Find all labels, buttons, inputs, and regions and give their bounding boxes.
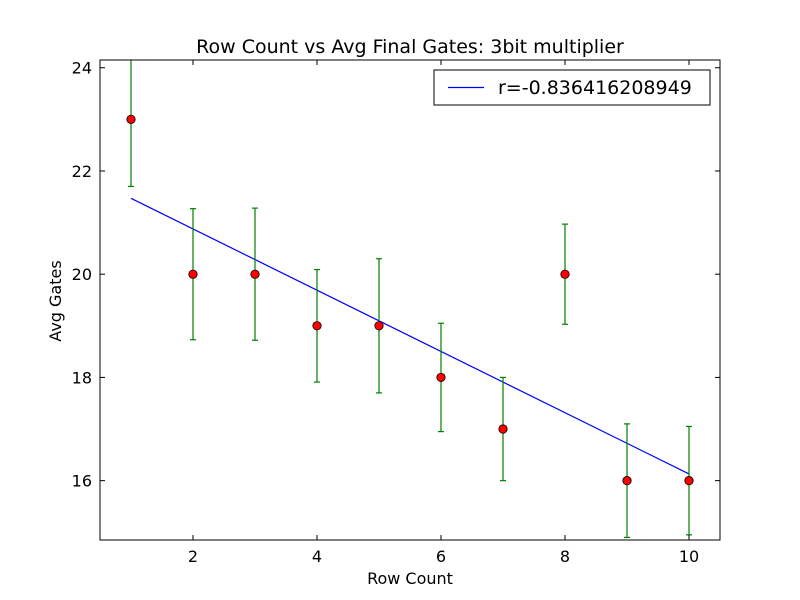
data-point [436,372,446,383]
x-tick-label: 8 [560,547,570,566]
data-point [684,476,694,486]
y-tick-label: 18 [72,368,92,387]
data-point [188,269,198,279]
plot-area [126,60,694,539]
fit-line [130,197,690,475]
data-point [126,114,136,124]
chart-title: Row Count vs Avg Final Gates: 3bit multi… [196,36,624,58]
legend-label: r=-0.836416208949 [498,77,692,99]
y-tick-label: 16 [72,472,92,491]
data-point [250,269,260,279]
y-tick-label: 22 [72,162,92,181]
plot-frame [99,59,721,541]
legend: r=-0.836416208949 [433,69,711,106]
x-axis-label: Row Count [367,569,453,588]
y-tick-label: 20 [72,265,92,284]
x-tick-label: 6 [436,547,446,566]
data-point [622,476,632,486]
x-tick-label: 10 [679,547,699,566]
data-point [312,321,322,331]
y-axis-label: Avg Gates [46,260,65,341]
y-tick-label: 24 [72,59,92,78]
data-point [498,424,508,434]
x-tick-label: 2 [188,547,198,566]
data-point [560,269,570,279]
data-point [374,321,384,331]
x-tick-label: 4 [312,547,322,566]
